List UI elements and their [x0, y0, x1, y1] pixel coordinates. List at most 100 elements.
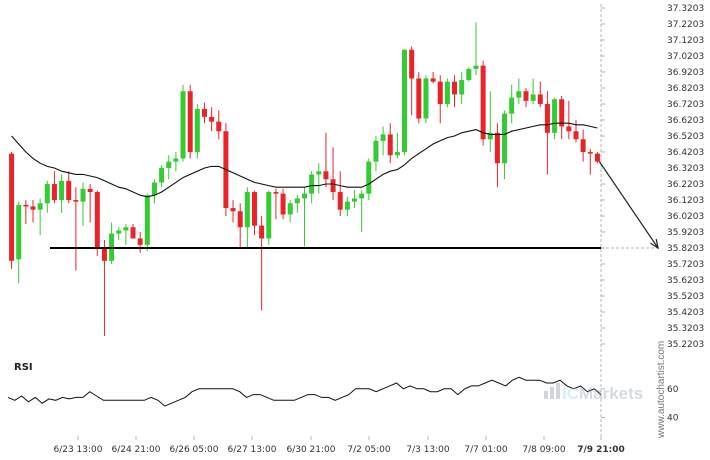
candle-up — [44, 184, 50, 204]
time-tick-label: 6/23 13:00 — [53, 445, 102, 455]
candle-down — [330, 179, 336, 193]
candle-down — [523, 91, 529, 101]
candle-up — [144, 195, 150, 245]
candle-down — [544, 104, 550, 133]
candle-down — [130, 227, 136, 239]
price-tick-label: 36.4203 — [667, 148, 704, 158]
watermark-ic: IC — [562, 384, 579, 403]
candle-up — [359, 193, 365, 199]
ic-markets-watermark: ICMarkets — [544, 383, 643, 403]
candle-up — [173, 158, 179, 162]
moving-average-line — [11, 122, 598, 198]
candle-up — [123, 227, 129, 231]
candle-down — [430, 78, 436, 82]
price-tick-label: 36.2203 — [667, 180, 704, 190]
price-tick-label: 37.0203 — [667, 52, 704, 62]
time-tick-label: 6/30 21:00 — [286, 445, 335, 455]
candle-down — [209, 116, 215, 122]
forecast-arrow-shaft — [598, 161, 659, 249]
candle-up — [530, 94, 536, 101]
candle-up — [466, 68, 472, 81]
candle-up — [373, 140, 379, 162]
rsi-tick-label: 40 — [667, 414, 679, 424]
candle-down — [537, 94, 543, 105]
candle-down — [594, 153, 600, 162]
candle-up — [380, 134, 386, 141]
candle-down — [416, 78, 422, 119]
candle-up — [59, 180, 65, 201]
price-tick-label: 36.3203 — [667, 164, 704, 174]
candle-up — [459, 80, 465, 95]
candle-up — [16, 204, 22, 260]
price-tick-label: 35.9203 — [667, 228, 704, 238]
candle-up — [266, 192, 272, 239]
price-tick-label: 37.3203 — [667, 4, 704, 14]
candle-up — [287, 203, 293, 215]
candle-up — [394, 152, 400, 156]
candle-up — [552, 99, 558, 133]
price-tick-label: 35.6203 — [667, 276, 704, 286]
candle-up — [301, 193, 308, 199]
time-tick-label: 7/2 05:00 — [347, 445, 391, 455]
candle-up — [487, 132, 493, 140]
candle-up — [352, 198, 358, 202]
time-tick-label: 6/26 05:00 — [169, 445, 218, 455]
candle-up — [509, 97, 515, 114]
rsi-line — [7, 376, 602, 407]
time-tick-label: 7/8 09:00 — [522, 445, 566, 455]
price-axis: 37.3203 37.2203 37.1203 37.0203 36.9203 36.82… — [601, 4, 704, 350]
candle-down — [187, 91, 193, 153]
candle-down — [573, 131, 579, 140]
candle-down — [337, 192, 343, 210]
candle-up — [423, 78, 429, 119]
candle-down — [23, 204, 29, 207]
candle-down — [9, 153, 15, 261]
price-tick-label: 35.7203 — [667, 260, 704, 270]
candle-down — [273, 192, 279, 194]
price-tick-label: 35.4203 — [667, 308, 704, 318]
candle-up — [244, 192, 250, 228]
autochartist-url: www.autochartist.com — [656, 341, 667, 439]
candle-up — [116, 230, 122, 234]
candle-down — [587, 152, 593, 154]
candle-down — [559, 99, 565, 127]
price-tick-label: 36.8203 — [667, 84, 704, 94]
candle-down — [66, 180, 72, 201]
candle-down — [230, 208, 236, 212]
candle-up — [194, 108, 200, 153]
candle-down — [101, 248, 107, 261]
price-tick-label: 36.9203 — [667, 68, 704, 78]
watermark-markets: Markets — [579, 384, 643, 403]
candle-down — [480, 65, 486, 140]
time-tick-label: 7/7 01:00 — [464, 445, 508, 455]
price-tick-label: 36.0203 — [667, 212, 704, 222]
candle-up — [366, 161, 372, 194]
svg-text:ICMarkets: ICMarkets — [562, 384, 643, 403]
candle-down — [259, 225, 265, 239]
candle-up — [309, 174, 315, 194]
candle-up — [37, 203, 43, 210]
candle-up — [80, 188, 86, 202]
candle-down — [323, 171, 329, 180]
time-tick-label: 6/24 21:00 — [111, 445, 160, 455]
forecast-arrow-head — [650, 239, 659, 250]
time-tick-label: 7/3 13:00 — [406, 445, 450, 455]
price-tick-label: 36.7203 — [667, 100, 704, 110]
ic-logo-icon — [544, 383, 560, 399]
price-tick-label: 35.5203 — [667, 292, 704, 302]
candle-down — [216, 121, 222, 132]
candle-down — [566, 126, 572, 132]
candle-up — [444, 81, 450, 105]
candle-up — [316, 171, 322, 175]
time-tick-label: 7/9 21:00 — [577, 445, 625, 455]
price-tick-label: 35.3203 — [667, 324, 704, 334]
candle-down — [409, 49, 415, 79]
candle-down — [51, 184, 57, 201]
candle-up — [473, 65, 479, 69]
candle-up — [402, 49, 408, 153]
candle-down — [251, 192, 257, 226]
time-tick-label: 6/27 13:00 — [227, 445, 276, 455]
candle-up — [294, 198, 300, 204]
candle-up — [180, 91, 186, 159]
